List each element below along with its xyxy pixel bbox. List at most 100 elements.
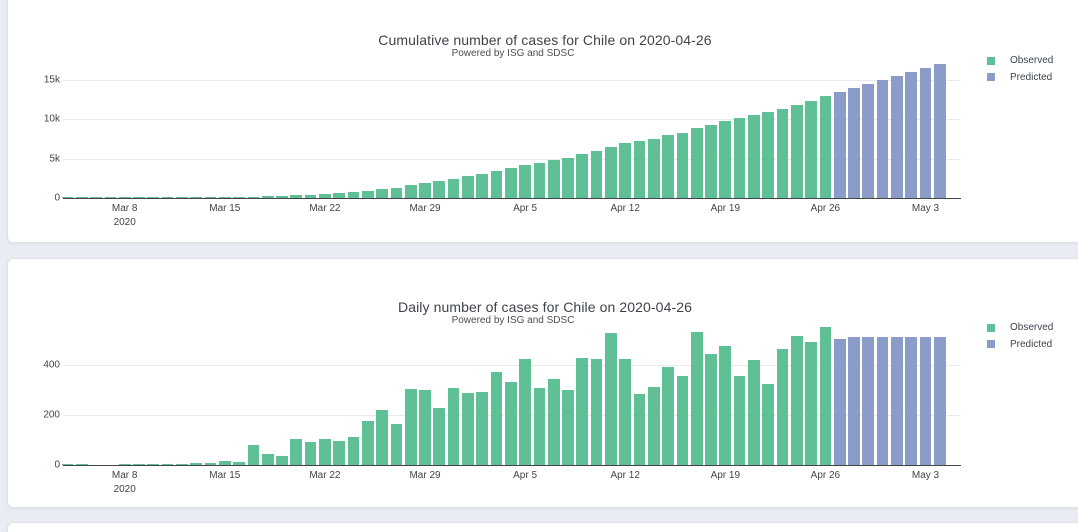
predicted-bar[interactable]: [891, 337, 903, 465]
observed-bar[interactable]: [748, 360, 760, 465]
observed-bar[interactable]: [504, 168, 517, 198]
observed-bar[interactable]: [676, 132, 689, 198]
observed-bar[interactable]: [633, 393, 646, 465]
observed-bar[interactable]: [290, 439, 303, 465]
observed-bar[interactable]: [562, 157, 574, 198]
observed-bar[interactable]: [633, 141, 646, 198]
observed-bar[interactable]: [376, 410, 388, 465]
observed-bar[interactable]: [490, 371, 503, 465]
predicted-bar[interactable]: [833, 92, 846, 198]
observed-bar[interactable]: [404, 389, 417, 465]
observed-bar[interactable]: [290, 195, 303, 198]
observed-bar[interactable]: [218, 197, 231, 198]
observed-bar[interactable]: [705, 353, 717, 465]
observed-bar[interactable]: [433, 181, 446, 198]
observed-bar[interactable]: [90, 197, 102, 198]
observed-bar[interactable]: [647, 387, 660, 465]
observed-bar[interactable]: [805, 100, 817, 198]
observed-bar[interactable]: [61, 464, 74, 465]
observed-bar[interactable]: [504, 381, 517, 465]
observed-bar[interactable]: [104, 197, 117, 198]
observed-bar[interactable]: [161, 197, 174, 198]
observed-bar[interactable]: [662, 367, 674, 465]
observed-bar[interactable]: [705, 124, 717, 198]
observed-bar[interactable]: [319, 439, 331, 465]
observed-bar[interactable]: [233, 461, 245, 465]
observed-bar[interactable]: [261, 196, 274, 198]
legend-item-predicted[interactable]: Predicted: [987, 72, 1052, 83]
observed-bar[interactable]: [190, 462, 203, 465]
observed-bar[interactable]: [490, 171, 503, 198]
predicted-bar[interactable]: [891, 76, 903, 198]
observed-bar[interactable]: [347, 192, 360, 198]
observed-bar[interactable]: [361, 190, 374, 198]
observed-bar[interactable]: [147, 197, 160, 198]
predicted-bar[interactable]: [833, 339, 846, 465]
observed-bar[interactable]: [590, 150, 603, 198]
predicted-bar[interactable]: [848, 337, 860, 465]
observed-bar[interactable]: [690, 128, 703, 198]
observed-bar[interactable]: [476, 391, 489, 465]
observed-bar[interactable]: [247, 444, 260, 465]
observed-bar[interactable]: [519, 165, 531, 198]
observed-bar[interactable]: [547, 159, 560, 198]
legend-item-predicted[interactable]: Predicted: [987, 339, 1052, 350]
observed-bar[interactable]: [319, 193, 331, 198]
observed-bar[interactable]: [605, 146, 617, 198]
observed-bar[interactable]: [190, 197, 203, 198]
observed-bar[interactable]: [690, 331, 703, 465]
observed-bar[interactable]: [748, 114, 760, 198]
observed-bar[interactable]: [547, 379, 560, 465]
observed-bar[interactable]: [533, 387, 546, 465]
observed-bar[interactable]: [619, 358, 632, 465]
observed-bar[interactable]: [304, 194, 317, 198]
observed-bar[interactable]: [75, 197, 88, 198]
observed-bar[interactable]: [247, 196, 260, 198]
observed-bar[interactable]: [176, 197, 188, 198]
observed-bar[interactable]: [376, 188, 388, 198]
observed-bar[interactable]: [590, 358, 603, 465]
predicted-bar[interactable]: [919, 68, 932, 198]
observed-bar[interactable]: [519, 359, 531, 465]
observed-bar[interactable]: [433, 407, 446, 465]
observed-bar[interactable]: [576, 357, 589, 465]
observed-bar[interactable]: [204, 197, 217, 198]
predicted-bar[interactable]: [862, 337, 875, 465]
predicted-bar[interactable]: [933, 337, 946, 465]
predicted-bar[interactable]: [933, 64, 946, 198]
legend-item-observed[interactable]: Observed: [987, 55, 1053, 66]
predicted-bar[interactable]: [919, 337, 932, 465]
observed-bar[interactable]: [776, 108, 789, 198]
observed-bar[interactable]: [676, 376, 689, 465]
observed-bar[interactable]: [404, 185, 417, 198]
observed-bar[interactable]: [805, 341, 817, 465]
observed-bar[interactable]: [304, 442, 317, 465]
observed-bar[interactable]: [476, 174, 489, 198]
observed-bar[interactable]: [204, 462, 217, 465]
observed-bar[interactable]: [447, 387, 460, 465]
observed-bar[interactable]: [562, 389, 574, 465]
observed-bar[interactable]: [662, 135, 674, 198]
observed-bar[interactable]: [733, 375, 746, 465]
observed-bar[interactable]: [218, 460, 231, 465]
observed-bar[interactable]: [790, 336, 803, 465]
observed-bar[interactable]: [719, 345, 732, 465]
observed-bar[interactable]: [647, 138, 660, 198]
observed-bar[interactable]: [347, 436, 360, 465]
observed-bar[interactable]: [762, 112, 775, 198]
observed-bar[interactable]: [533, 162, 546, 198]
observed-bar[interactable]: [762, 383, 775, 465]
observed-bar[interactable]: [819, 327, 832, 465]
observed-bar[interactable]: [161, 464, 174, 465]
observed-bar[interactable]: [361, 421, 374, 465]
observed-bar[interactable]: [118, 197, 131, 198]
observed-bar[interactable]: [419, 182, 431, 198]
predicted-bar[interactable]: [848, 88, 860, 198]
observed-bar[interactable]: [261, 453, 274, 465]
observed-bar[interactable]: [733, 118, 746, 198]
legend-item-observed[interactable]: Observed: [987, 322, 1053, 333]
observed-bar[interactable]: [75, 464, 88, 465]
observed-bar[interactable]: [276, 455, 288, 465]
predicted-bar[interactable]: [876, 80, 889, 198]
observed-bar[interactable]: [819, 96, 832, 198]
